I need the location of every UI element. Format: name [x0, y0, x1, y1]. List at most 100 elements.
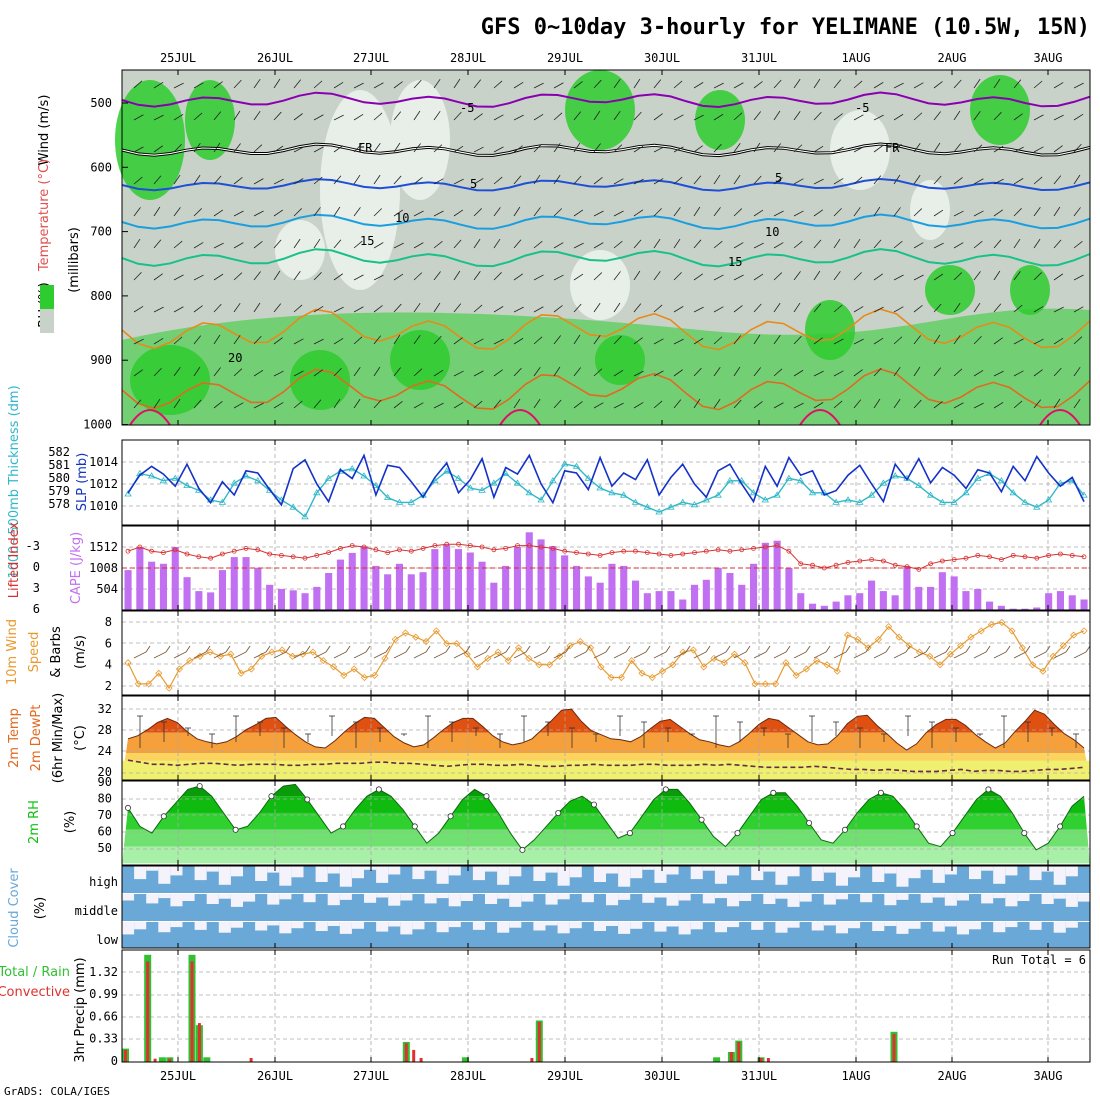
bottom-date-labels: 25JUL 26JUL 27JUL 28JUL 29JUL 30JUL 31JUL 1AUG 2…	[160, 1069, 1063, 1083]
wind-speed-point	[628, 657, 636, 665]
wind-barb	[953, 79, 962, 89]
wind-barb	[173, 274, 184, 281]
li-point	[940, 558, 945, 564]
thickness-point	[856, 498, 864, 505]
thickness-point	[490, 479, 498, 486]
cape-bar	[986, 601, 994, 610]
wind-barb	[633, 145, 644, 153]
wind-barb	[713, 336, 723, 345]
wind-barb-flag	[145, 645, 151, 653]
cloud-gap	[787, 922, 800, 928]
wind-barb	[553, 274, 564, 281]
wind-barb	[533, 240, 543, 249]
li-point	[432, 543, 438, 548]
wind-barb-flag	[325, 645, 331, 653]
wind-barb	[233, 176, 243, 185]
wind-barb	[893, 113, 904, 121]
wind-barb	[393, 334, 401, 345]
wind-barb	[1053, 273, 1064, 281]
cape-bar	[360, 546, 368, 610]
wind-barb	[253, 210, 264, 217]
panel-frame	[121, 439, 1091, 526]
li-point	[172, 547, 178, 553]
cloud-gap	[291, 866, 304, 878]
thickness-point	[383, 493, 392, 500]
wind-barb	[573, 242, 584, 249]
li-point	[326, 550, 332, 555]
wind-barb	[333, 175, 342, 185]
wind-barb-10m	[1033, 651, 1047, 659]
cape-bar	[313, 586, 321, 610]
thickness-tick-2: 580	[48, 471, 70, 485]
wind-barb	[393, 175, 402, 185]
cloud-gap	[436, 866, 449, 884]
wind-barb	[513, 398, 521, 409]
date-label-top-3: 28JUL	[450, 51, 486, 65]
wind-barb	[1053, 82, 1064, 89]
cloud-gap	[714, 922, 727, 933]
precip-conv-bar	[530, 1058, 534, 1062]
upper-y-tick-3: 800	[90, 289, 112, 303]
date-label-bottom-5: 30JUL	[644, 1069, 680, 1083]
wind-barb-flag	[625, 645, 631, 653]
cloud-gap	[835, 866, 848, 886]
wind-speed-point	[998, 618, 1006, 626]
wind-barb	[693, 206, 701, 217]
wind-speed-point	[535, 661, 543, 669]
wind-barb	[873, 239, 882, 249]
rh-point	[447, 813, 454, 820]
wind-barb	[1073, 174, 1081, 185]
wind-barb	[633, 402, 644, 409]
wind-barb	[253, 335, 262, 345]
ylabel-millibars: (millibars)	[67, 227, 82, 293]
wind-speed-point	[587, 644, 595, 652]
wind-barb	[593, 210, 604, 217]
cloud-gap	[630, 866, 643, 879]
wind-barb	[553, 112, 563, 121]
rh-point	[411, 823, 418, 830]
wind-barb	[793, 144, 803, 153]
wind-barb-flag	[485, 645, 491, 653]
wind-barb	[513, 239, 522, 249]
wind-barb-flag	[305, 645, 311, 653]
wind-barb	[973, 402, 984, 409]
wind-speed-point	[844, 631, 852, 639]
wind-barb-10m	[793, 651, 807, 659]
thickness-point	[796, 477, 805, 484]
wind-barb	[1053, 239, 1062, 249]
wind-barb	[233, 368, 243, 377]
rh-lower-band	[122, 308, 1090, 425]
wind-barb	[833, 79, 842, 89]
li-point	[892, 562, 898, 568]
cloud-gap	[557, 922, 570, 934]
wind-speed-point	[299, 650, 307, 658]
precip-conv-bar	[249, 1058, 253, 1062]
cape-bar	[1080, 599, 1088, 610]
contour-label-10: 15	[728, 255, 742, 269]
wind-speed-point	[340, 671, 348, 679]
cloud-gap	[690, 866, 703, 880]
wind-speed-point	[597, 663, 605, 671]
cloud-gap	[969, 922, 982, 930]
wind-barb	[1033, 272, 1042, 281]
upper-y-tick-1: 600	[90, 160, 112, 174]
wind-barb	[253, 271, 261, 281]
cloud-gap	[787, 894, 800, 907]
wind-barb	[713, 82, 724, 89]
wind-barb	[913, 174, 921, 185]
cloud-gap	[569, 866, 582, 878]
li-point	[1069, 553, 1075, 558]
thickness-point	[749, 489, 758, 496]
wind-barb	[673, 369, 683, 377]
cloud-gap	[146, 866, 159, 871]
wind-barb	[913, 335, 921, 345]
wind-barb	[373, 274, 384, 281]
wind-barb	[733, 174, 741, 185]
wind-barb	[473, 146, 484, 153]
rh-point	[483, 793, 490, 800]
temp-contour-15	[121, 248, 1091, 268]
cloud-gap	[206, 894, 219, 904]
thickness-point	[655, 508, 663, 515]
li-point	[833, 562, 839, 568]
li-point	[125, 548, 131, 554]
